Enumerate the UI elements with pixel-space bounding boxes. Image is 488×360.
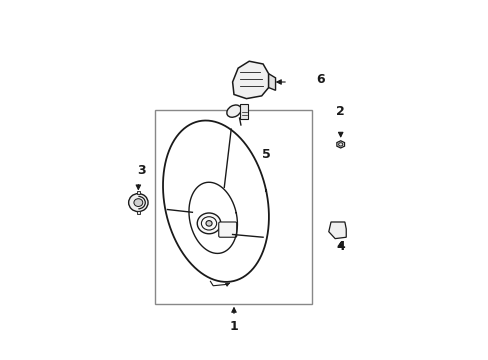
Polygon shape (336, 141, 344, 148)
Polygon shape (268, 74, 275, 90)
FancyBboxPatch shape (218, 222, 236, 237)
Bar (137, 211, 140, 214)
Text: 2: 2 (336, 105, 345, 118)
Text: 1: 1 (229, 320, 238, 333)
Bar (155, 110, 311, 304)
Text: 6: 6 (315, 73, 324, 86)
Ellipse shape (197, 213, 221, 234)
Ellipse shape (226, 105, 241, 117)
Polygon shape (232, 61, 268, 99)
FancyBboxPatch shape (240, 104, 248, 118)
Text: 3: 3 (137, 164, 145, 177)
Text: 5: 5 (261, 148, 270, 161)
Bar (137, 191, 140, 194)
Ellipse shape (134, 199, 142, 207)
Polygon shape (328, 222, 346, 239)
Ellipse shape (128, 194, 148, 212)
Text: 4: 4 (336, 240, 345, 253)
Ellipse shape (205, 221, 212, 226)
